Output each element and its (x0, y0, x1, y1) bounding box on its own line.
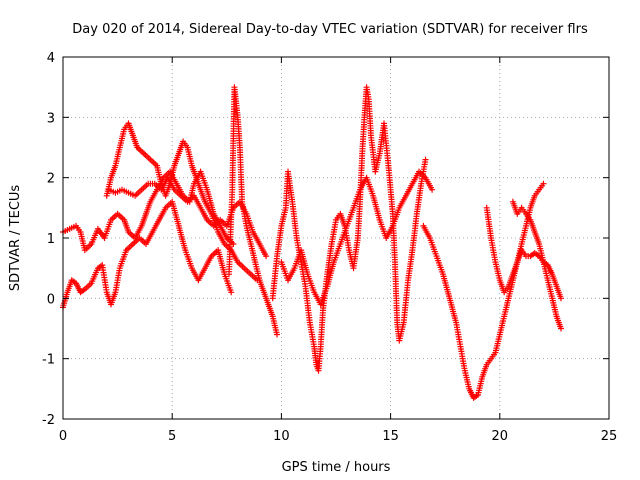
y-axis-label: SDTVAR / TECUs (8, 185, 23, 292)
axis-ticks: 0 5 10 15 20 25 -2 -1 0 1 2 3 4 (42, 51, 617, 444)
series-track-2 (103, 120, 261, 284)
series-markers (226, 84, 280, 338)
series-markers (509, 198, 564, 332)
series-markers (103, 120, 261, 284)
chart-title: Day 020 of 2014, Sidereal Day-to-day VTE… (72, 22, 588, 37)
x-axis-label: GPS time / hours (282, 460, 391, 475)
y-tick-label: 0 (47, 292, 55, 307)
series-track-7 (278, 168, 436, 308)
x-tick-label: 0 (59, 429, 67, 444)
data-series (60, 84, 564, 401)
series-track-5 (226, 84, 280, 338)
grid (63, 57, 609, 419)
y-tick-label: 2 (47, 172, 55, 187)
y-tick-label: 1 (47, 232, 55, 247)
y-tick-label: 4 (47, 51, 55, 66)
series-track-10 (509, 198, 564, 332)
x-tick-label: 5 (168, 429, 176, 444)
x-tick-label: 10 (273, 429, 290, 444)
series-markers (269, 84, 429, 374)
x-tick-label: 25 (601, 429, 618, 444)
y-tick-label: -1 (42, 353, 55, 368)
series-track-6 (269, 84, 429, 374)
y-tick-label: 3 (47, 111, 55, 126)
series-markers (278, 168, 436, 308)
x-tick-label: 15 (382, 429, 399, 444)
y-tick-label: -2 (42, 413, 55, 428)
x-tick-label: 20 (492, 429, 509, 444)
